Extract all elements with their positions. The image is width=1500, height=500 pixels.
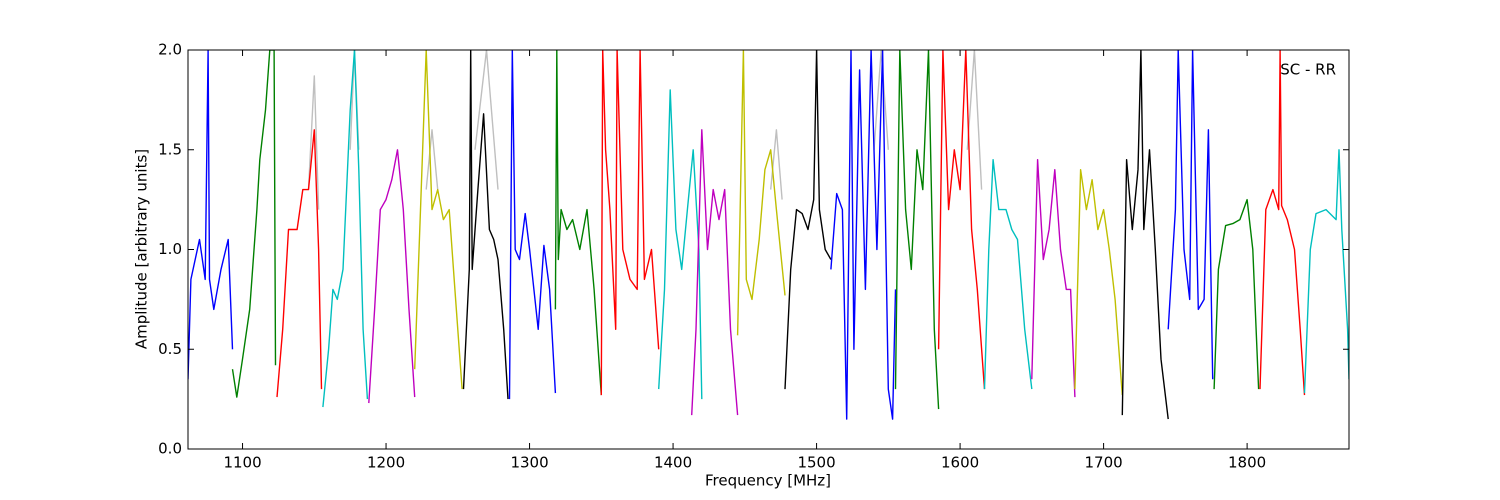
- x-tick-label: 1500: [797, 454, 835, 472]
- series-line: [1213, 198, 1260, 390]
- x-tick-label: 1600: [941, 454, 979, 472]
- series-line: [983, 159, 1033, 390]
- y-axis-label: Amplitude [arbitrary units]: [133, 149, 151, 349]
- series-line: [600, 50, 660, 396]
- series-line: [1259, 50, 1306, 396]
- y-tick-label: 1.0: [158, 240, 182, 258]
- x-tick-label: 1800: [1228, 454, 1266, 472]
- y-tick-label: 0.5: [158, 340, 182, 358]
- series-line: [736, 50, 786, 336]
- annotation: SC - RR: [1280, 61, 1336, 79]
- x-axis-label: Frequency [MHz]: [705, 472, 831, 490]
- series-line: [1031, 159, 1076, 398]
- x-tick-label: 1200: [367, 454, 405, 472]
- series-line: [1074, 169, 1123, 396]
- y-tick-label: 2.0: [158, 41, 182, 59]
- plot-frame: [187, 49, 1350, 450]
- x-tick-label: 1100: [223, 454, 261, 472]
- y-tick-label: 0.0: [158, 440, 182, 458]
- y-tick-label: 1.5: [158, 140, 182, 158]
- series-line: [508, 50, 557, 400]
- x-tick-label: 1300: [510, 454, 548, 472]
- series-line: [414, 50, 463, 390]
- series-line: [784, 50, 832, 390]
- x-tick-label: 1400: [654, 454, 692, 472]
- series-line: [188, 50, 234, 380]
- series-line: [1167, 50, 1214, 380]
- x-tick-label: 1700: [1085, 454, 1123, 472]
- series-line: [691, 129, 739, 416]
- series-line: [322, 50, 369, 408]
- series-line: [830, 50, 897, 420]
- series-line: [307, 50, 983, 210]
- series-line: [276, 129, 323, 398]
- series-line: [231, 50, 277, 398]
- series-line: [658, 89, 703, 400]
- series-line: [462, 50, 509, 400]
- series-line: [368, 149, 416, 404]
- series-line: [894, 50, 940, 410]
- series-line: [554, 50, 602, 396]
- plot-lines: [188, 50, 1349, 420]
- series-line: [1303, 149, 1349, 394]
- series-line: [1121, 50, 1169, 420]
- series-line: [937, 50, 986, 390]
